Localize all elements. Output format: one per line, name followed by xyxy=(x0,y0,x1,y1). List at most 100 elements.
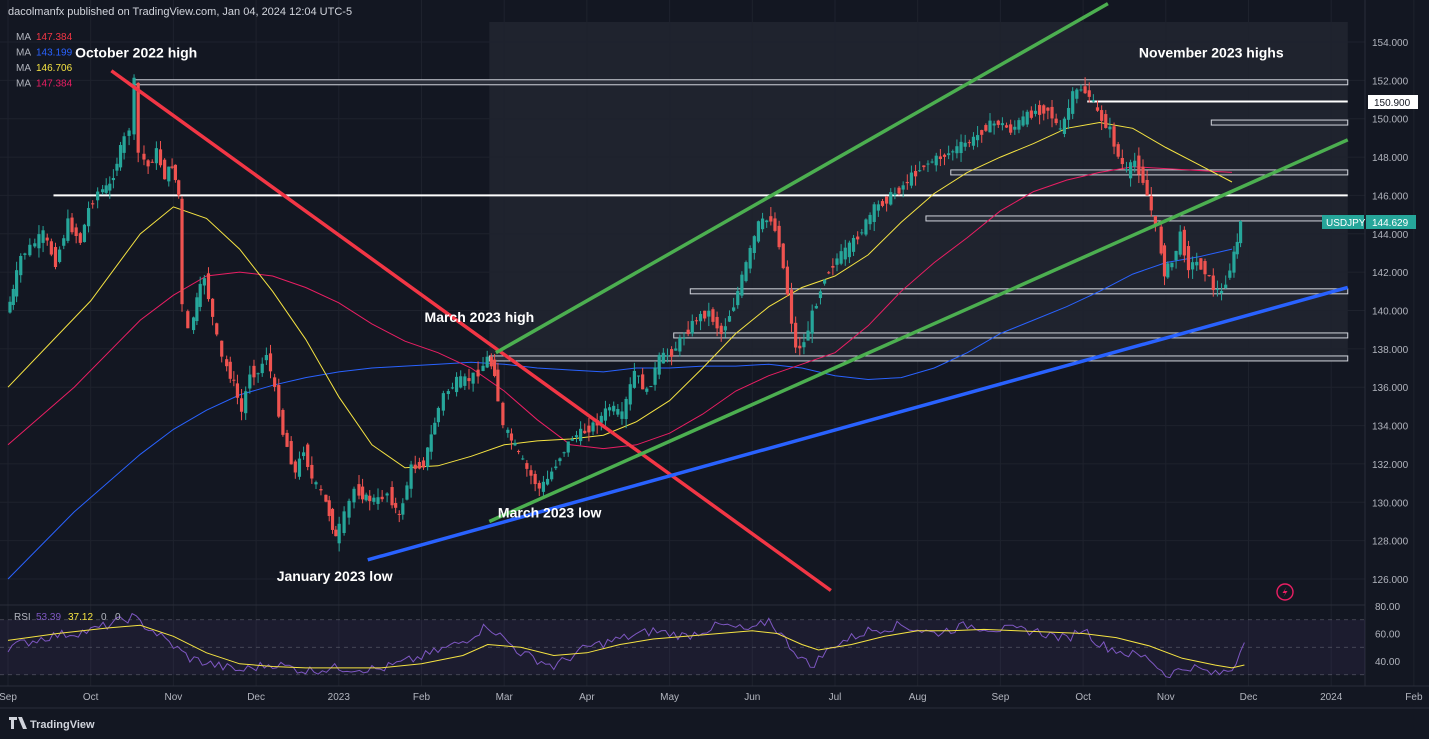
level-price-tag: 150.900 xyxy=(1368,95,1418,109)
candle-body xyxy=(707,310,711,317)
candle-body xyxy=(33,243,37,247)
candle-body xyxy=(41,230,45,243)
candle-body xyxy=(96,191,100,201)
annotation-layer: October 2022 high November 2023 highs Marc… xyxy=(75,44,1284,584)
candle-body xyxy=(938,156,942,159)
price-level-box xyxy=(1210,119,1349,126)
candle-body xyxy=(357,484,361,496)
rsi-pane[interactable]: 80.00 60.00 40.00 xyxy=(0,602,1400,679)
price-level-box xyxy=(689,288,1349,295)
candle-body xyxy=(678,337,682,352)
tradingview-logo-icon xyxy=(9,717,27,729)
candle-body xyxy=(599,415,603,423)
candle-body xyxy=(909,172,914,186)
annotation-label: March 2023 high xyxy=(425,309,535,325)
candle-body xyxy=(446,391,450,395)
candle-body xyxy=(649,386,653,388)
rsi-extra-2: 0 xyxy=(115,612,121,623)
candle-body xyxy=(913,170,918,177)
candle-body xyxy=(1211,275,1215,290)
candle-body xyxy=(773,218,777,231)
candle-body xyxy=(541,481,546,492)
candle-body xyxy=(777,225,781,248)
candle-body xyxy=(988,120,992,133)
candle-body xyxy=(264,355,268,361)
candle-body xyxy=(154,148,158,164)
candle-body xyxy=(698,313,703,322)
candle-body xyxy=(529,470,533,476)
candle-body xyxy=(394,503,398,508)
candle-body xyxy=(8,301,12,313)
candle-body xyxy=(856,236,860,240)
price-tick-label: 148.000 xyxy=(1372,153,1409,164)
candle-body xyxy=(715,316,719,329)
tradingview-logo[interactable]: TradingView xyxy=(9,717,95,731)
rsi-signal-line xyxy=(7,624,1245,669)
candle-body xyxy=(421,460,426,468)
candle-body xyxy=(1116,144,1120,157)
candle-body xyxy=(587,425,591,433)
lightning-icon[interactable] xyxy=(1276,583,1294,601)
candle-body xyxy=(682,337,686,339)
price-axis[interactable]: 126.000 128.000 130.000 132.000 134.000 136.0… xyxy=(1372,38,1409,586)
candle-body xyxy=(454,376,459,393)
candle-body xyxy=(765,220,769,223)
green-channel-lower xyxy=(488,138,1349,524)
ma-layer xyxy=(7,121,1233,580)
price-level-box xyxy=(950,169,1349,176)
candle-body xyxy=(806,330,810,341)
candle-body xyxy=(450,387,455,389)
blue-trendline xyxy=(367,285,1349,562)
candle-body xyxy=(417,462,421,469)
annotation-label: January 2023 low xyxy=(277,568,393,584)
ma-legend-value: 147.384 xyxy=(36,79,73,90)
candle-body xyxy=(413,464,417,469)
candle-body xyxy=(781,243,785,269)
candle-body xyxy=(1075,89,1079,99)
candle-body xyxy=(319,489,323,491)
candle-body xyxy=(1100,110,1104,121)
candle-body xyxy=(860,232,864,234)
candle-body xyxy=(1162,245,1167,277)
time-tick-label: Aug xyxy=(909,692,927,703)
candle-body xyxy=(802,342,806,348)
candle-body xyxy=(306,444,310,467)
candle-body xyxy=(376,497,380,504)
time-tick-label: Nov xyxy=(165,692,183,703)
candle-body xyxy=(397,513,401,515)
candle-body xyxy=(558,458,562,462)
candle-body xyxy=(653,367,657,385)
candle-body xyxy=(951,151,955,153)
time-axis[interactable]: Sep Oct Nov Dec 2023 Feb Mar Apr May Jun Jul Aug Sep… xyxy=(0,692,1423,703)
ma-legend[interactable]: MA 147.384 MA 143.199 MA 146.706 MA 147.384 xyxy=(16,32,73,90)
candle-body xyxy=(1207,275,1211,277)
candle-body xyxy=(942,154,947,157)
price-tick-label: 146.000 xyxy=(1372,191,1409,202)
candle-body xyxy=(1128,162,1133,179)
candle-body xyxy=(364,494,368,501)
price-tick-label: 144.000 xyxy=(1372,230,1409,241)
candle-body xyxy=(66,218,70,241)
ma-yellow-line xyxy=(7,121,1233,469)
price-layer xyxy=(8,74,1243,552)
candle-body xyxy=(390,487,394,506)
time-tick-label: Nov xyxy=(1157,692,1175,703)
candle-body xyxy=(118,145,123,168)
candle-body xyxy=(485,356,489,368)
candle-body xyxy=(798,345,802,349)
candle-body xyxy=(252,365,256,378)
candle-body xyxy=(170,166,174,168)
candle-body xyxy=(934,155,938,166)
candle-body xyxy=(736,291,740,306)
rsi-label: RSI xyxy=(14,612,31,623)
candle-body xyxy=(180,198,184,305)
rsi-legend[interactable]: RSI 53.39 37.12 0 0 xyxy=(14,612,121,623)
candle-body xyxy=(380,496,384,500)
candle-body xyxy=(616,409,620,415)
candle-body xyxy=(947,153,951,156)
time-tick-label: May xyxy=(660,692,679,703)
candle-body xyxy=(481,365,485,372)
candle-body xyxy=(1017,120,1021,130)
time-tick-label: Feb xyxy=(413,692,431,703)
